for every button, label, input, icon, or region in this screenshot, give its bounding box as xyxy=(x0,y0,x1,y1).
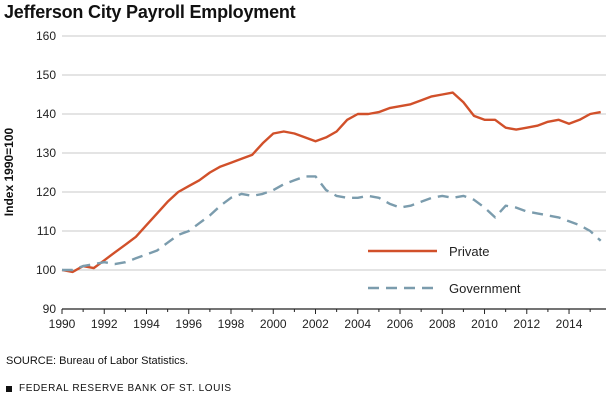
x-tick-label-2002: 2002 xyxy=(302,317,329,331)
x-tick-label-2010: 2010 xyxy=(471,317,498,331)
y-axis-label: Index 1990=100 xyxy=(2,127,16,216)
legend: Private Government xyxy=(368,244,521,296)
x-tick-label-2014: 2014 xyxy=(556,317,583,331)
source-note: SOURCE: Bureau of Labor Statistics. xyxy=(6,355,189,367)
y-tick-label-160: 160 xyxy=(36,29,56,43)
x-tick-label-2012: 2012 xyxy=(513,317,540,331)
y-axis: 90 100 110 120 130 140 150 160 xyxy=(36,29,56,316)
legend-label-government: Government xyxy=(449,281,521,296)
y-tick-label-150: 150 xyxy=(36,68,56,82)
footer: FEDERAL RESERVE BANK OF ST. LOUIS xyxy=(6,383,232,394)
x-tick-label-1998: 1998 xyxy=(218,317,245,331)
series-line-private xyxy=(61,91,601,274)
x-tick-label-1992: 1992 xyxy=(91,317,118,331)
footer-square-icon xyxy=(6,385,12,392)
y-tick-label-130: 130 xyxy=(36,146,56,160)
y-tick-label-140: 140 xyxy=(36,107,56,121)
y-tick-label-120: 120 xyxy=(36,185,56,199)
x-axis: 1990 1992 1994 1996 1998 2000 2002 2004 2006 2008… xyxy=(49,309,591,331)
x-tick-label-1996: 1996 xyxy=(175,317,202,331)
y-tick-label-90: 90 xyxy=(43,302,57,316)
series-line-government xyxy=(62,175,602,272)
grid xyxy=(62,35,606,310)
y-tick-label-100: 100 xyxy=(36,263,56,277)
chart-svg: 90 100 110 120 130 140 150 160 1990 1992 1994 1996… xyxy=(2,29,606,331)
x-tick-label-2006: 2006 xyxy=(387,317,414,331)
x-tick-label-1990: 1990 xyxy=(49,317,76,331)
footer-text: FEDERAL RESERVE BANK OF ST. LOUIS xyxy=(19,383,232,394)
x-tick-label-2000: 2000 xyxy=(260,317,287,331)
legend-label-private: Private xyxy=(449,244,489,259)
x-tick-label-2004: 2004 xyxy=(344,317,371,331)
y-tick-label-110: 110 xyxy=(37,224,56,238)
x-tick-label-1994: 1994 xyxy=(133,317,160,331)
x-tick-label-2008: 2008 xyxy=(429,317,456,331)
series-group xyxy=(61,91,602,274)
chart-title: Jefferson City Payroll Employment xyxy=(4,2,296,22)
